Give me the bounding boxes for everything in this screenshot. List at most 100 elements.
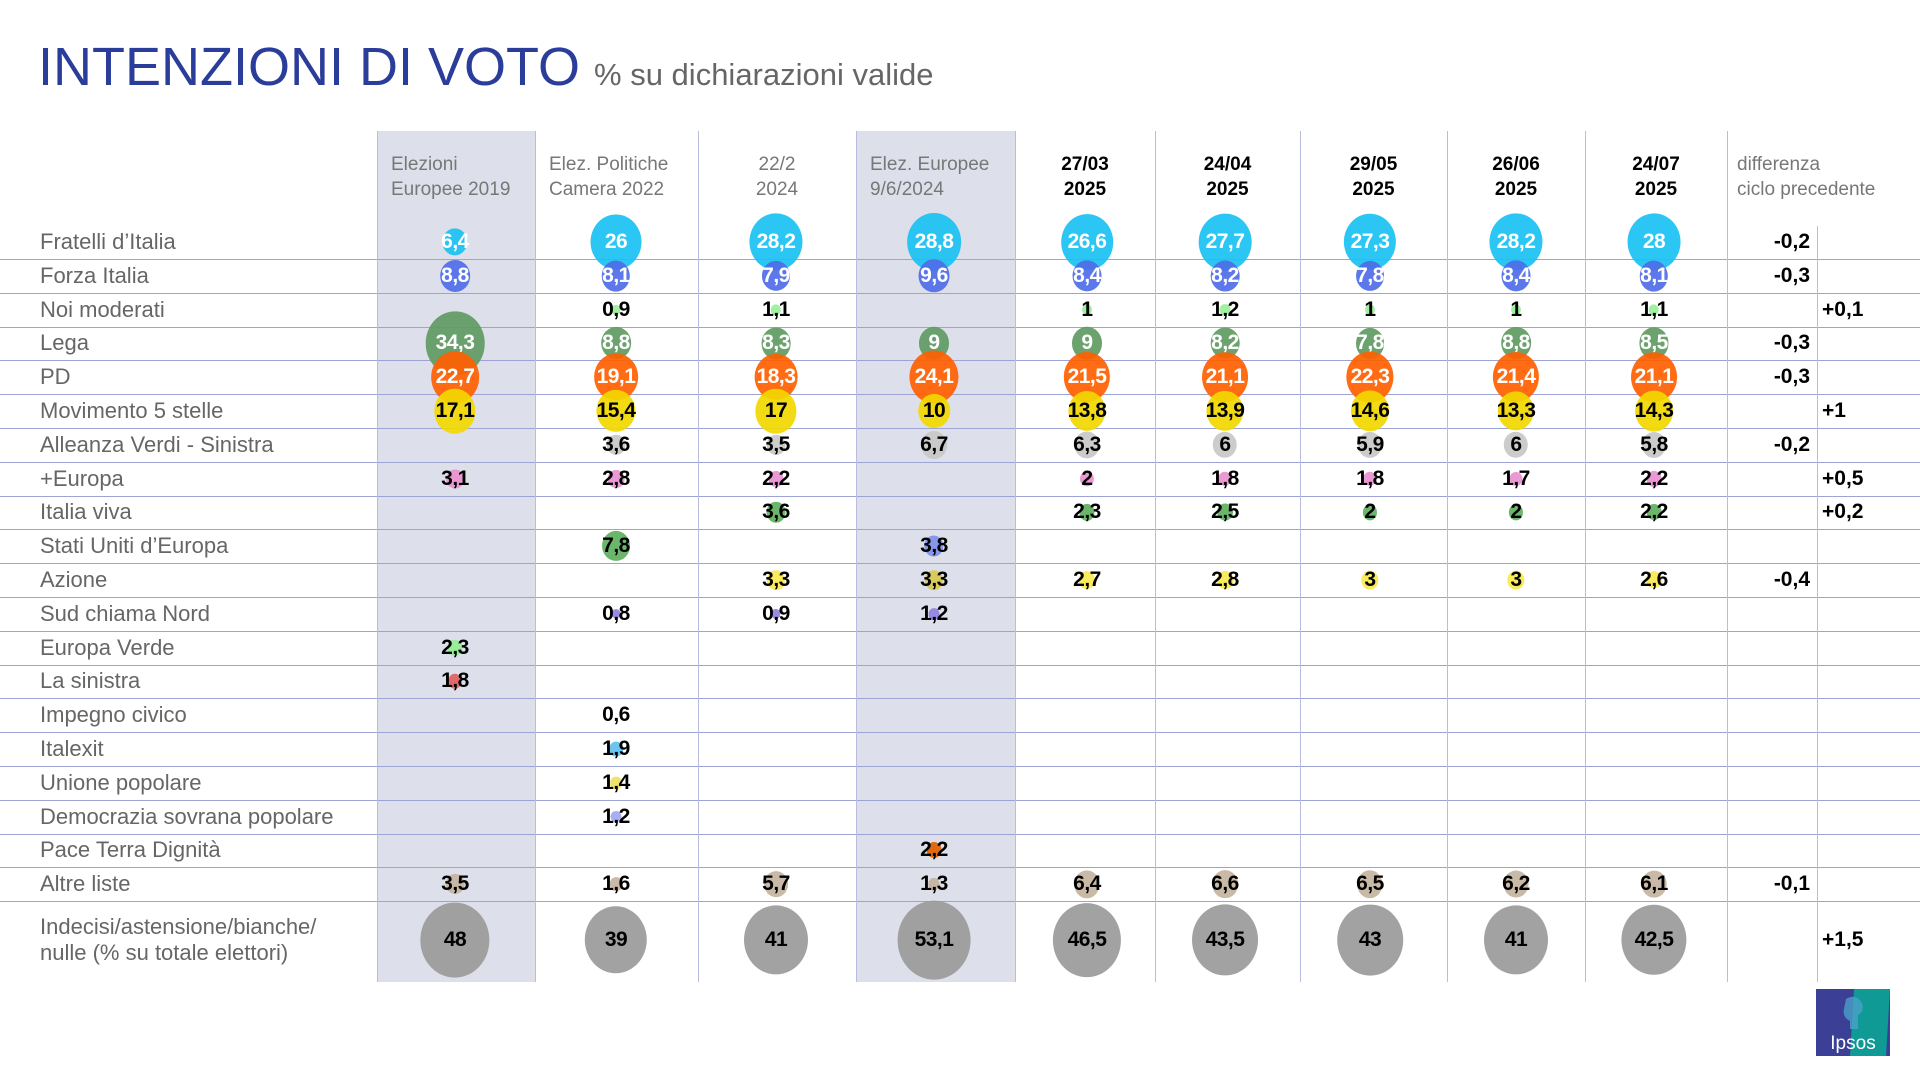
value-bubble [766, 570, 786, 590]
value-bubble [1501, 260, 1531, 292]
value-bubble [766, 502, 786, 523]
diff-value: +0,5 [1822, 466, 1864, 490]
value-label: 1 [1364, 297, 1376, 321]
title-text: INTENZIONI DI VOTO [38, 37, 581, 97]
value-bubble [1217, 503, 1233, 521]
value-bubble [1646, 504, 1662, 521]
value-label: 8,1 [1640, 263, 1668, 287]
value-label: 22,7 [435, 365, 475, 389]
value-bubble [1362, 504, 1378, 521]
column-header: 26/06 2025 [1492, 154, 1540, 200]
value-bubble [897, 900, 971, 980]
value-label: 21,5 [1067, 365, 1107, 389]
value-label: 3,8 [920, 534, 948, 558]
value-bubble [1216, 570, 1234, 590]
value-label: 10 [922, 399, 946, 422]
row-label: Altre liste [40, 871, 131, 897]
value-label: 7,8 [1356, 331, 1384, 355]
value-bubble [928, 878, 940, 891]
value-label: 1,2 [1211, 297, 1239, 321]
value-bubble [590, 214, 642, 270]
value-bubble [1503, 870, 1529, 898]
value-bubble [1497, 391, 1535, 431]
value-bubble [1068, 390, 1106, 432]
value-bubble [1210, 260, 1240, 292]
value-bubble [1337, 904, 1403, 976]
value-label: 26 [604, 230, 628, 253]
value-label: 17 [764, 399, 788, 422]
value-label: 34,3 [435, 331, 475, 355]
value-bubble [1082, 304, 1092, 315]
row-label: Stati Uniti d’Europa [40, 533, 229, 559]
column-header: 24/07 2025 [1632, 154, 1680, 200]
value-bubble [1635, 390, 1673, 432]
column-divider [1155, 131, 1156, 982]
value-label: 6 [1219, 432, 1231, 456]
value-label: 53,1 [914, 928, 954, 951]
column-header: 29/05 2025 [1349, 154, 1398, 200]
value-bubble [611, 304, 621, 315]
value-bubble [918, 393, 950, 429]
value-label: 15,4 [596, 399, 636, 422]
value-bubble [771, 608, 781, 619]
value-label: 3 [1364, 568, 1376, 591]
value-bubble [1641, 431, 1667, 458]
column-divider [377, 131, 378, 982]
row-label: Pace Terra Dignità [40, 837, 221, 863]
row-divider [0, 698, 1920, 700]
value-bubble [1218, 471, 1232, 486]
value-label: 13,3 [1496, 399, 1536, 422]
value-label: 9 [928, 331, 940, 355]
value-bubble [1074, 431, 1100, 459]
value-label: 5,9 [1356, 432, 1384, 456]
value-bubble [770, 303, 782, 316]
value-label: 19,1 [596, 365, 636, 389]
column-divider [1447, 131, 1448, 982]
value-label: 2,2 [1640, 466, 1668, 490]
row-divider [0, 428, 1920, 429]
value-label: 3,6 [762, 500, 790, 524]
value-label: 24,1 [914, 365, 954, 389]
value-bubble [1192, 904, 1258, 976]
diff-value: -0,3 [1773, 365, 1810, 389]
value-bubble [1357, 870, 1383, 898]
value-bubble [610, 776, 622, 790]
value-bubble [1483, 905, 1549, 975]
row-label: La sinistra [40, 668, 141, 694]
value-bubble [1052, 903, 1122, 977]
value-label: 1,6 [602, 872, 630, 896]
value-label: 41 [1504, 928, 1528, 951]
value-bubble [602, 531, 630, 562]
value-label: 21,4 [1496, 365, 1536, 389]
value-label: 0,9 [762, 601, 790, 625]
value-label: 2 [1081, 466, 1093, 490]
row-label: Impegno civico [40, 702, 187, 728]
value-label: 6,4 [441, 230, 469, 253]
value-bubble [1365, 304, 1375, 315]
value-label: 6,4 [1073, 872, 1101, 896]
value-bubble [921, 430, 947, 459]
value-label: 17,1 [435, 399, 475, 422]
value-label: 5,8 [1640, 432, 1668, 456]
row-label: Noi moderati [40, 296, 165, 322]
value-label: 2,7 [1073, 568, 1101, 591]
value-bubble [420, 902, 490, 978]
row-label: Sud chiama Nord [40, 600, 210, 626]
row-divider [0, 664, 1920, 666]
row-label: Unione popolare [40, 769, 202, 795]
row-label: Democrazia sovrana popolare [40, 803, 334, 829]
value-bubble [1648, 303, 1660, 316]
value-bubble [596, 389, 636, 433]
value-label: 48 [443, 928, 467, 951]
value-bubble [1363, 471, 1377, 486]
value-label: 3,5 [441, 872, 469, 896]
value-label: 2,5 [1211, 500, 1239, 524]
value-label: 0,6 [602, 703, 630, 727]
value-bubble [1639, 260, 1669, 292]
value-label: 1 [1510, 297, 1522, 321]
value-label: 14,3 [1634, 399, 1674, 422]
value-bubble [743, 905, 809, 975]
value-label: 2,2 [1640, 500, 1668, 524]
value-label: 28,2 [1496, 230, 1536, 253]
value-bubble [1641, 870, 1667, 898]
